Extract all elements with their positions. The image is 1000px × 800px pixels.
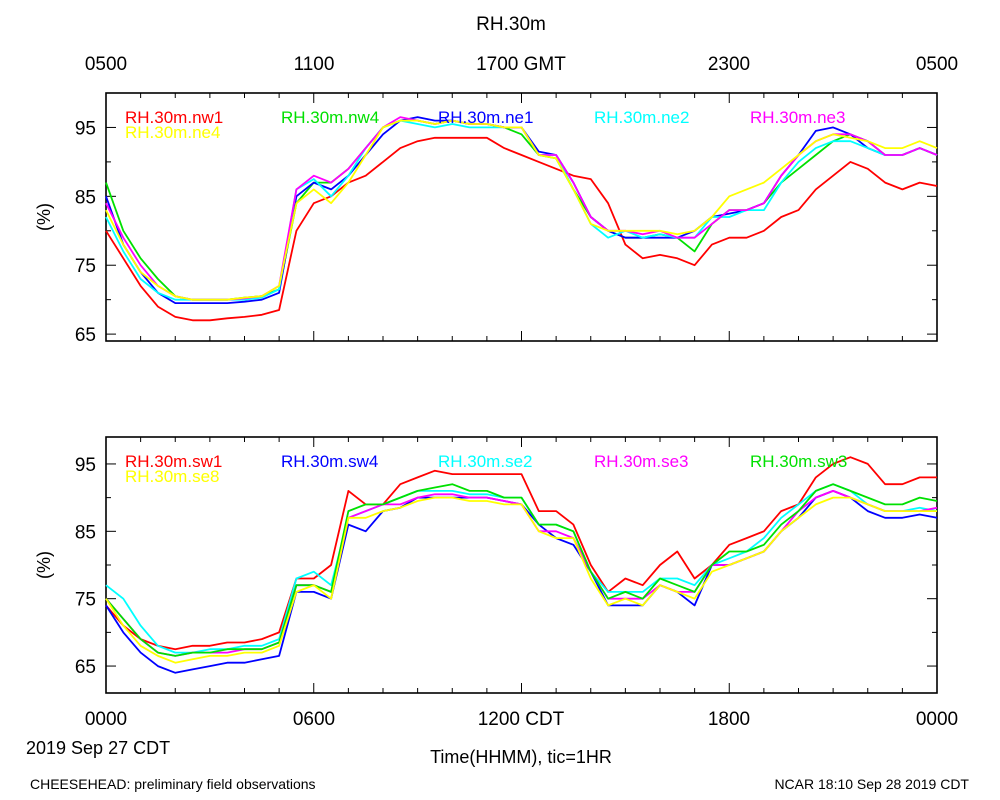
legend-entry: RH.30m.se3 <box>594 452 688 471</box>
legend-entry: RH.30m.ne2 <box>594 108 689 127</box>
series-line-rh-30m-sw4 <box>105 489 938 674</box>
top-tick-label: 2300 <box>708 54 750 75</box>
legend-entry: RH.30m.ne3 <box>750 108 845 127</box>
bottom-tick-label: 0000 <box>916 709 958 730</box>
bottom-tick-label: 0000 <box>85 709 127 730</box>
legend-entry: RH.30m.sw4 <box>281 452 378 471</box>
series-line-rh-30m-nw4 <box>105 119 938 301</box>
y-axis-label: (%) <box>34 551 54 579</box>
footer-left: CHEESEHEAD: preliminary field observatio… <box>30 776 316 792</box>
bottom-tick-label: 1800 <box>708 709 750 730</box>
top-tick-label: 0500 <box>916 54 958 75</box>
series-line-rh-30m-se3 <box>105 489 938 657</box>
y-axis-label: (%) <box>34 203 54 231</box>
series-line-rh-30m-ne2 <box>105 119 938 301</box>
y-tick-label: 85 <box>75 187 96 208</box>
top-tick-label: 1100 <box>294 54 335 75</box>
y-tick-label: 75 <box>75 590 96 611</box>
x-axis-label: Time(HHMM), tic=1HR <box>430 747 612 767</box>
top-panel: 65 75 85 95 (%) RH.30m.nw1 RH.30m.nw4 RH.30m.ne… <box>34 92 938 346</box>
series-line-rh-30m-sw1 <box>105 456 937 651</box>
bottom-panel: 65 75 85 95 (%) RH.30m.sw1 RH.30m.sw4 RH.30m.se… <box>34 436 938 694</box>
plot-frame <box>105 92 938 342</box>
legend-entry: RH.30m.nw1 <box>125 108 223 127</box>
y-tick-label: 95 <box>75 455 96 476</box>
y-tick-label: 95 <box>75 118 96 139</box>
legend-entry: RH.30m.sw3 <box>750 452 847 471</box>
date-label: 2019 Sep 27 CDT <box>26 738 170 758</box>
legend-entry: RH.30m.se8 <box>125 467 219 486</box>
y-tick-label: 85 <box>75 522 96 543</box>
legend-entry: RH.30m.nw4 <box>281 108 379 127</box>
legend-entry: RH.30m.ne1 <box>438 108 533 127</box>
legend-entry: RH.30m.sw1 <box>125 452 222 471</box>
y-tick-label: 75 <box>75 256 96 277</box>
top-tick-label: 1700 GMT <box>476 54 566 75</box>
y-tick-label: 65 <box>75 657 96 678</box>
bottom-tick-label: 0600 <box>293 709 335 730</box>
footer-right: NCAR 18:10 Sep 28 2019 CDT <box>774 776 969 792</box>
series-line-rh-30m-ne4 <box>105 119 938 301</box>
series-line-rh-30m-nw1 <box>105 136 938 322</box>
series-line-rh-30m-sw3 <box>105 483 938 657</box>
chart-title: RH.30m <box>476 14 546 35</box>
legend-entry: RH.30m.ne4 <box>125 123 220 142</box>
y-tick-label: 65 <box>75 325 96 346</box>
series-line-rh-30m-se2 <box>105 483 938 654</box>
bottom-tick-label: 1200 CDT <box>478 709 565 730</box>
legend-entry: RH.30m.se2 <box>438 452 532 471</box>
series-line-rh-30m-se8 <box>105 496 937 664</box>
top-tick-label: 0500 <box>85 54 127 75</box>
